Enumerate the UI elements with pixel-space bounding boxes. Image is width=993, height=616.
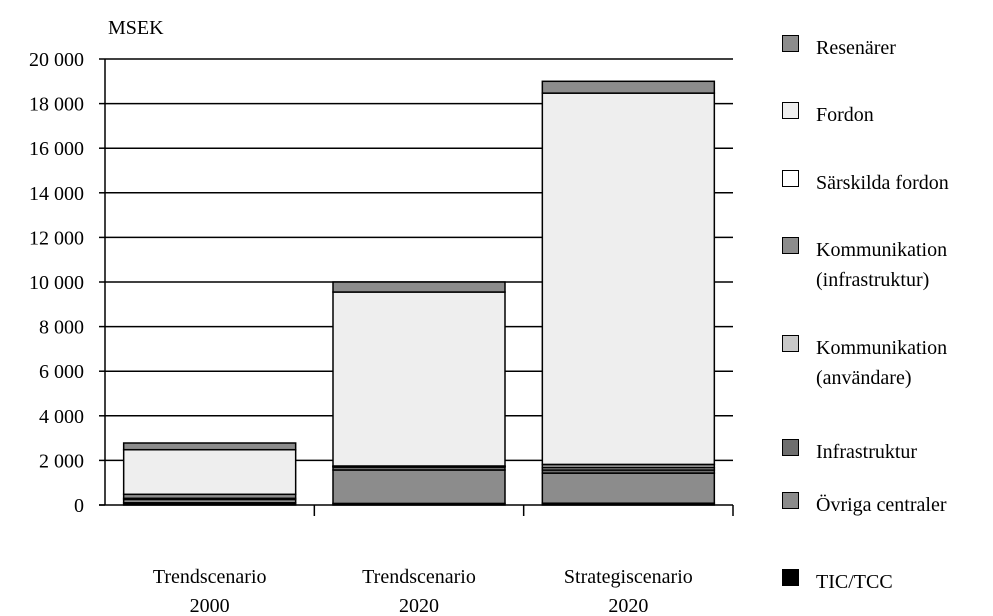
y-tick-label: 6 000 — [39, 361, 84, 383]
y-tick-label: 20 000 — [29, 49, 84, 71]
y-tick-label: 12 000 — [29, 227, 84, 249]
legend-swatch — [782, 569, 799, 586]
legend-swatch — [782, 335, 799, 352]
bar-segment — [541, 92, 716, 466]
x-axis-labels: Trendscenario 2000 Trendscenario 2020 Strate… — [153, 566, 693, 616]
category-label-line2: 2020 — [608, 595, 648, 616]
legend-swatch — [782, 439, 799, 456]
y-tick-label: 8 000 — [39, 317, 84, 339]
legend-swatch — [782, 237, 799, 254]
legend-swatch — [782, 492, 799, 509]
y-tick-label: 4 000 — [39, 406, 84, 428]
legend-label: Övriga centraler — [816, 494, 947, 516]
legend-label: TIC/TCC — [816, 571, 893, 593]
legend-label: Resenärer — [816, 37, 896, 59]
legend-label: Fordon — [816, 104, 874, 126]
category-label-line1: Trendscenario — [362, 566, 476, 588]
y-tick-label: 10 000 — [29, 272, 84, 294]
bar-segment — [541, 80, 716, 94]
bar-segment — [332, 291, 506, 467]
bar-segment — [122, 448, 297, 496]
legend-swatch — [782, 170, 799, 187]
y-axis-unit-label: MSEK — [108, 17, 164, 39]
y-tick-label: 0 — [74, 495, 84, 517]
legend-label: Infrastruktur — [816, 441, 918, 463]
category-label-line2: 2000 — [190, 595, 230, 616]
y-tick-label: 14 000 — [29, 183, 84, 205]
legend-swatch — [782, 102, 799, 119]
legend-swatch — [782, 35, 799, 52]
y-tick-label: 16 000 — [29, 138, 84, 160]
legend-label: Kommunikation (användare) — [816, 337, 948, 389]
legend-label: Kommunikation (infrastruktur) — [816, 239, 948, 291]
y-tick-label: 2 000 — [39, 450, 84, 472]
bar-segment — [541, 472, 716, 504]
y-axis-ticks: 0 2 000 4 000 6 000 8 000 10 000 12 000 14 000 1… — [29, 49, 105, 517]
y-tick-label: 18 000 — [29, 94, 84, 116]
category-label-line1: Strategiscenario — [564, 566, 693, 588]
legend-label: Särskilda fordon — [816, 172, 949, 194]
bar-segment — [122, 442, 297, 451]
category-label-line2: 2020 — [399, 595, 439, 616]
legend: Resenärer Fordon Särskilda fordon Kommunika… — [782, 0, 993, 616]
bars — [122, 80, 716, 506]
category-label-line1: Trendscenario — [153, 566, 267, 588]
bar-segment — [332, 281, 506, 293]
bar-segment — [332, 469, 506, 505]
